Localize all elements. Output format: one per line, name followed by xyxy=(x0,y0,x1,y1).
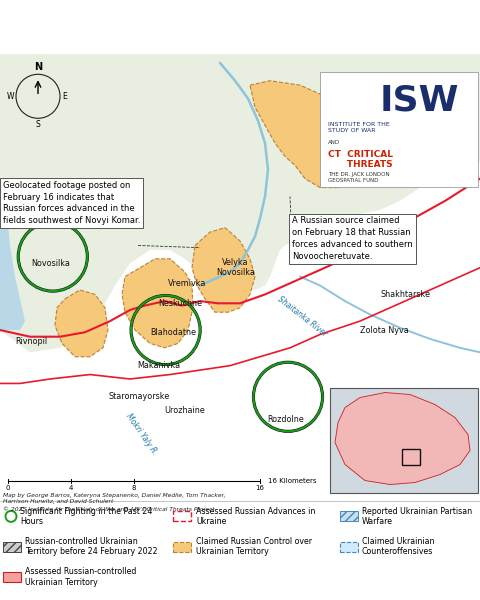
Text: 4: 4 xyxy=(69,485,73,491)
Bar xyxy=(173,542,191,551)
Text: N: N xyxy=(34,62,42,72)
Polygon shape xyxy=(335,392,470,485)
Text: 16: 16 xyxy=(255,485,264,491)
Text: ISW: ISW xyxy=(380,84,459,118)
Text: CT  CRITICAL
      THREATS: CT CRITICAL THREATS xyxy=(328,150,393,169)
Bar xyxy=(330,388,478,493)
Text: Rivnopil: Rivnopil xyxy=(15,337,47,346)
Text: Shakhtarske: Shakhtarske xyxy=(381,290,431,299)
Polygon shape xyxy=(192,227,255,312)
Bar xyxy=(173,511,191,521)
Text: Reported Ukrainian Partisan
Warfare: Reported Ukrainian Partisan Warfare xyxy=(362,506,472,526)
Text: Assessed Russian-controlled
Ukrainian Territory: Assessed Russian-controlled Ukrainian Te… xyxy=(25,567,136,587)
Text: Shaitanka River: Shaitanka River xyxy=(276,295,329,339)
Text: W: W xyxy=(7,92,14,101)
Polygon shape xyxy=(122,259,193,348)
Text: 0: 0 xyxy=(6,485,10,491)
Polygon shape xyxy=(250,81,370,188)
Text: Assessed Russian Advances in
Ukraine: Assessed Russian Advances in Ukraine xyxy=(196,506,315,526)
Text: Assessed Control of Terrain in the Velyka Novosilka Direction: Assessed Control of Terrain in the Velyk… xyxy=(6,14,428,27)
Text: INSTITUTE FOR THE
STUDY OF WAR: INSTITUTE FOR THE STUDY OF WAR xyxy=(328,122,390,133)
Text: 8: 8 xyxy=(132,485,136,491)
Text: Russian-controlled Ukrainian
Territory before 24 February 2022: Russian-controlled Ukrainian Territory b… xyxy=(25,537,157,556)
Bar xyxy=(3,572,21,582)
Polygon shape xyxy=(0,54,480,352)
Text: Map by George Barros, Kateryna Stepanenko, Daniel Medlie, Tom Thacker,
Harrison : Map by George Barros, Kateryna Stepanenk… xyxy=(3,493,226,512)
Polygon shape xyxy=(55,290,108,357)
Text: THE DR. JACK LONDON
GEOSPATIAL FUND: THE DR. JACK LONDON GEOSPATIAL FUND xyxy=(328,172,390,182)
Text: Vremivka: Vremivka xyxy=(168,279,206,288)
Text: Urozhaine: Urozhaine xyxy=(165,406,205,415)
Text: Claimed Russian Control over
Ukrainian Territory: Claimed Russian Control over Ukrainian T… xyxy=(196,537,312,556)
Text: Blahodatne: Blahodatne xyxy=(150,328,196,337)
Text: 16 Kilometers: 16 Kilometers xyxy=(268,478,316,484)
Text: Rozdolne: Rozdolne xyxy=(267,415,304,424)
Text: Zolota Nyva: Zolota Nyva xyxy=(360,326,408,335)
Text: E: E xyxy=(62,92,67,101)
Text: Makanivka: Makanivka xyxy=(137,361,180,370)
Bar xyxy=(402,449,420,464)
Text: Claimed Ukrainian
Counteroffensives: Claimed Ukrainian Counteroffensives xyxy=(362,537,434,556)
Text: Velyka
Novosilka: Velyka Novosilka xyxy=(216,258,254,277)
Text: Significant Fighting in the Past 24
Hours: Significant Fighting in the Past 24 Hour… xyxy=(20,506,152,526)
Text: February 18, 2025 at 1:30 PM EST: February 18, 2025 at 1:30 PM EST xyxy=(6,28,242,40)
Text: Novosilka: Novosilka xyxy=(31,259,70,268)
Text: S: S xyxy=(36,120,40,129)
Bar xyxy=(340,542,358,551)
Bar xyxy=(3,542,21,551)
Bar xyxy=(340,511,358,521)
Text: AND: AND xyxy=(328,140,340,145)
Text: Staromayorske: Staromayorske xyxy=(108,392,170,401)
Text: A Russian source claimed
on February 18 that Russian
forces advanced to southern: A Russian source claimed on February 18 … xyxy=(292,217,413,261)
Text: Geolocated footage posted on
February 16 indicates that
Russian forces advanced : Geolocated footage posted on February 16… xyxy=(3,181,140,225)
Text: Mokri Yaly R.: Mokri Yaly R. xyxy=(124,412,159,457)
Text: Neskuchne: Neskuchne xyxy=(158,299,202,308)
Polygon shape xyxy=(0,223,25,330)
FancyBboxPatch shape xyxy=(320,72,478,187)
